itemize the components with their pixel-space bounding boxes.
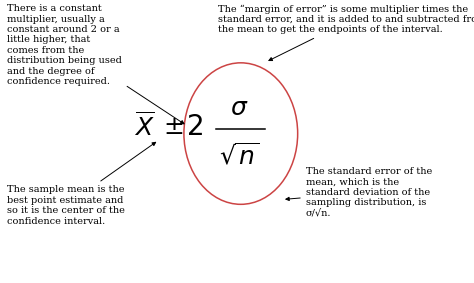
Text: $\overline{X}$: $\overline{X}$ xyxy=(134,112,155,140)
Text: The “margin of error” is some multiplier times the
standard error, and it is add: The “margin of error” is some multiplier… xyxy=(218,4,474,61)
Text: The standard error of the
mean, which is the
standard deviation of the
sampling : The standard error of the mean, which is… xyxy=(286,167,432,218)
Text: $\pm$: $\pm$ xyxy=(163,116,183,140)
Text: $\sigma$: $\sigma$ xyxy=(230,97,248,121)
Text: $\sqrt{n}$: $\sqrt{n}$ xyxy=(219,142,259,169)
Text: The sample mean is the
best point estimate and
so it is the center of the
confid: The sample mean is the best point estima… xyxy=(7,142,155,226)
Text: $2$: $2$ xyxy=(186,114,203,142)
Text: There is a constant
multiplier, usually a
constant around 2 or a
little higher, : There is a constant multiplier, usually … xyxy=(7,4,184,124)
